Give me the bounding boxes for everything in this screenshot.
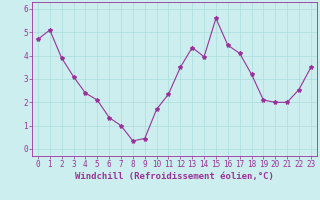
- X-axis label: Windchill (Refroidissement éolien,°C): Windchill (Refroidissement éolien,°C): [75, 172, 274, 181]
